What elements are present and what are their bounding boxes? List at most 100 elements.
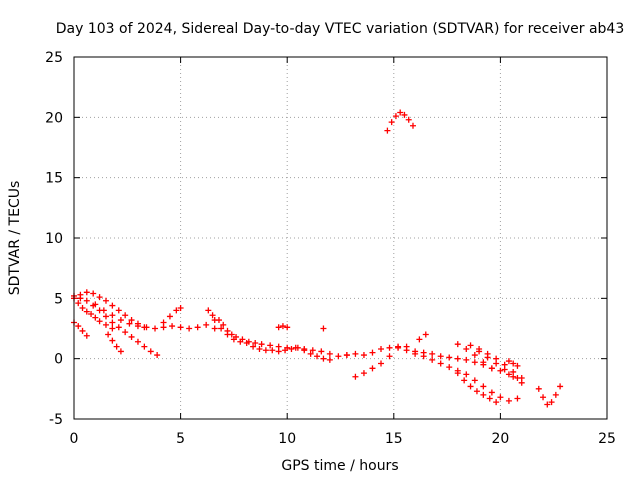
y-axis-label: SDTVAR / TECUs <box>7 181 23 296</box>
data-point <box>467 383 474 390</box>
data-point <box>309 347 316 354</box>
data-point <box>395 344 402 351</box>
data-point <box>177 304 184 311</box>
data-point <box>220 321 227 328</box>
data-point <box>258 341 265 348</box>
series-arc-9 <box>211 317 350 363</box>
data-point <box>420 353 427 360</box>
data-point <box>279 323 286 330</box>
data-point <box>256 346 263 353</box>
data-point <box>224 331 231 338</box>
data-point <box>386 353 393 360</box>
data-point <box>461 377 468 384</box>
series-arc-5 <box>105 331 124 355</box>
series-arc-15 <box>454 341 495 372</box>
data-point <box>173 307 180 314</box>
data-point <box>501 361 508 368</box>
data-point <box>518 374 525 381</box>
data-point <box>147 348 154 355</box>
data-point <box>83 297 90 304</box>
data-point <box>360 370 367 377</box>
data-point <box>386 344 393 351</box>
data-point <box>154 352 161 359</box>
data-point <box>117 348 124 355</box>
data-point <box>218 325 225 332</box>
data-point <box>177 324 184 331</box>
data-point <box>109 337 116 344</box>
data-point <box>493 355 500 362</box>
data-point <box>403 343 410 350</box>
data-point <box>88 311 95 318</box>
series-arc-18 <box>454 370 500 406</box>
data-point <box>186 325 193 332</box>
data-point <box>211 325 218 332</box>
data-point <box>463 346 470 353</box>
data-point <box>96 294 103 301</box>
data-point <box>437 353 444 360</box>
data-point <box>102 313 109 320</box>
data-point <box>83 332 90 339</box>
data-point <box>422 331 429 338</box>
data-point <box>275 324 282 331</box>
y-tick-label: 0 <box>54 352 63 368</box>
data-point <box>463 371 470 378</box>
data-point <box>318 348 325 355</box>
series-arc-14 <box>416 331 429 343</box>
data-point <box>102 297 109 304</box>
data-point <box>416 336 423 343</box>
data-point <box>75 300 82 307</box>
y-tick-label: -5 <box>49 412 63 428</box>
data-point <box>446 364 453 371</box>
series-arc-21 <box>384 109 416 134</box>
data-point <box>446 354 453 361</box>
data-point <box>454 370 461 377</box>
data-point <box>90 290 97 297</box>
data-point <box>352 350 359 357</box>
data-point <box>113 343 120 350</box>
data-point <box>378 360 385 367</box>
x-tick-label: 10 <box>278 431 296 447</box>
series-arc-3 <box>77 289 148 331</box>
data-point <box>369 349 376 356</box>
data-point <box>480 383 487 390</box>
data-point <box>548 399 555 406</box>
series-arc-8 <box>205 307 333 357</box>
data-point <box>102 321 109 328</box>
data-point <box>262 347 269 354</box>
x-tick-label: 5 <box>176 431 185 447</box>
data-point <box>203 321 210 328</box>
data-point <box>429 350 436 357</box>
data-point <box>105 331 112 338</box>
data-point <box>79 304 86 311</box>
data-point <box>488 365 495 372</box>
data-point <box>134 323 141 330</box>
data-point <box>510 360 517 367</box>
data-point <box>109 312 116 319</box>
data-point <box>544 401 551 408</box>
data-point <box>134 338 141 345</box>
data-point <box>429 356 436 363</box>
data-point <box>126 320 133 327</box>
data-point <box>454 355 461 362</box>
data-point <box>282 347 289 354</box>
data-point <box>294 344 301 351</box>
data-point <box>326 356 333 363</box>
x-tick-label: 15 <box>385 431 403 447</box>
data-point <box>486 395 493 402</box>
data-point <box>343 352 350 359</box>
plot-frame <box>73 56 608 420</box>
series-arc-13 <box>352 343 521 404</box>
data-point <box>143 324 150 331</box>
data-point <box>83 289 90 296</box>
data-point <box>115 307 122 314</box>
data-point <box>437 360 444 367</box>
x-tick-label: 25 <box>598 431 616 447</box>
data-point <box>360 352 367 359</box>
data-point <box>397 109 404 116</box>
data-point <box>152 325 159 332</box>
grid <box>74 57 607 419</box>
data-point <box>250 343 257 350</box>
series-arc-11 <box>320 325 327 332</box>
data-point <box>467 342 474 349</box>
series-arc-7 <box>160 304 184 326</box>
